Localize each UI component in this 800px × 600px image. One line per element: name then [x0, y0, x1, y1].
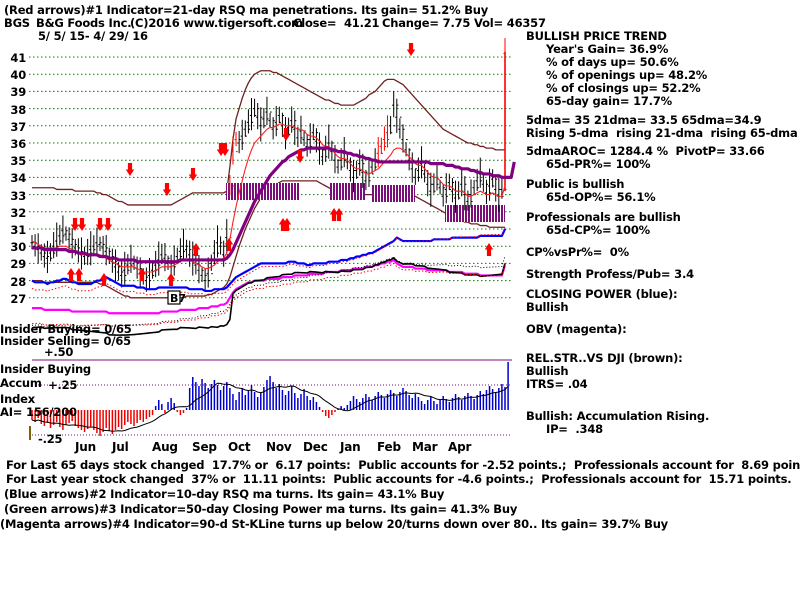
indicator-4-note: (Magenta arrows)#4 Indicator=90-d St-KLi… — [0, 517, 668, 531]
years-gain: Year's Gain= 36.9% — [546, 42, 669, 56]
company-name: B&G Foods Inc. — [36, 16, 132, 30]
closing-power-line — [31, 227, 507, 296]
price-bars — [30, 38, 507, 292]
y-axis-tick-30: 30 — [10, 240, 26, 255]
y-axis-tick-34: 34 — [10, 171, 26, 186]
accumulation-note: Bullish: Accumulation Rising. — [526, 409, 710, 423]
chart-svg: B7 — [29, 38, 516, 440]
public-sentiment: Public is bullish — [526, 177, 625, 191]
y-axis-tick-37: 37 — [10, 119, 26, 134]
openings-up: % of openings up= 48.2% — [546, 68, 708, 82]
month-label-aug: Aug — [152, 440, 178, 454]
op65-value: 65d-OP%= 56.1% — [546, 190, 656, 204]
aroc-pivot: 5dmaAROC= 1284.4 % PivotP= 33.66 — [526, 144, 765, 158]
y-axis-tick-38: 38 — [10, 102, 26, 117]
month-label-jul: Jul — [112, 440, 129, 454]
cp65-value: 65d-CP%= 100% — [546, 223, 650, 237]
accumulation-index-panel — [31, 359, 512, 436]
relative-strength-header: REL.STR..VS DJI (brown): — [526, 351, 683, 365]
footer-65day-summary: For Last 65 days stock changed 17.7% or … — [6, 458, 800, 472]
footer-year-summary: For Last year stock changed 37% or 11.11… — [6, 472, 792, 486]
month-label-apr: Apr — [448, 440, 472, 454]
copyright-notice: (C)2016 www.tigersoft.com — [130, 16, 303, 30]
ticker-symbol: BGS — [4, 16, 30, 30]
closing-power-header: CLOSING POWER (blue): — [526, 287, 678, 301]
obv-line — [31, 255, 507, 336]
month-label-jan: Jan — [340, 440, 361, 454]
y-axis-tick-36: 36 — [10, 137, 26, 151]
month-label-jun: Jun — [75, 440, 96, 454]
itrs-value: ITRS= .04 — [526, 377, 588, 391]
ip-value: IP= .348 — [546, 422, 603, 436]
price-chart-plot[interactable]: B7 — [0, 28, 520, 448]
y-axis-tick-28: 28 — [10, 274, 26, 289]
days-up: % of days up= 50.6% — [546, 55, 679, 69]
date-range: 5/ 5/ 15- 4/ 29/ 16 — [38, 29, 148, 43]
insider-buying-label-2: Insider Buying — [0, 362, 91, 376]
pr65-value: 65d-PR%= 100% — [546, 157, 651, 171]
change-and-volume: Change= 7.75 Vol= 46357 — [382, 16, 546, 30]
signal-arrows: B7 — [29, 43, 494, 440]
plus-twentyfive-label: +.25 — [48, 378, 78, 392]
y-axis-tick-39: 39 — [10, 85, 26, 100]
closing-power-value: Bullish — [526, 300, 569, 314]
y-axis-tick-31: 31 — [10, 223, 26, 237]
grid-lines — [29, 56, 512, 299]
dma-values: 5dma= 35 21dma= 33.5 65dma=34.9 — [526, 113, 762, 127]
plus-fifty-label: +.50 — [44, 345, 74, 359]
obv-header: OBV (magenta): — [526, 322, 627, 336]
moving-average-lines — [31, 123, 516, 273]
y-axis-tick-41: 41 — [10, 51, 26, 65]
month-label-feb: Feb — [377, 440, 401, 454]
month-label-nov: Nov — [266, 440, 292, 454]
month-label-sep: Sep — [192, 440, 217, 454]
strength-ratio: Strength Profess/Pub= 3.4 — [526, 267, 694, 281]
y-axis-tick-32: 32 — [10, 205, 26, 220]
month-label-mar: Mar — [412, 440, 438, 454]
y-axis-tick-33: 33 — [10, 188, 26, 203]
gain-65day: 65-day gain= 17.7% — [546, 94, 672, 108]
indicator-1-headline: (Red arrows)#1 Indicator=21-day RSQ ma p… — [4, 3, 489, 17]
minus-twentyfive-label: -.25 — [38, 432, 63, 446]
insider-buying-label: Insider Buying= 0/65 — [0, 322, 132, 336]
y-axis-tick-35: 35 — [10, 154, 26, 169]
month-label-dec: Dec — [303, 440, 328, 454]
accum-label: Accum — [0, 376, 42, 390]
indicator-2-note: (Blue arrows)#2 Indicator=10-day RSQ ma … — [4, 487, 445, 501]
indicator-3-note: (Green arrows)#3 Indicator=50-day Closin… — [4, 502, 518, 516]
ai-value-label: AI= 156/200 — [0, 405, 77, 419]
cp-vs-pr: CP%vsPr%= 0% — [526, 245, 629, 259]
insider-selling-label: Insider Selling= 0/65 — [0, 334, 131, 348]
trend-title: BULLISH PRICE TREND — [526, 29, 667, 43]
professional-sentiment: Professionals are bullish — [526, 210, 681, 224]
relative-strength-value: Bullish — [526, 364, 569, 378]
close-price: Close= 41.21 — [293, 16, 380, 30]
svg-text:B7: B7 — [170, 292, 186, 305]
accumulation-hatch-bands — [226, 183, 505, 222]
closings-up: % of closings up= 52.2% — [546, 81, 701, 95]
index-label: Index — [0, 392, 35, 406]
y-axis-tick-40: 40 — [10, 68, 26, 83]
y-axis-tick-27: 27 — [10, 291, 26, 306]
y-axis-tick-29: 29 — [10, 257, 26, 272]
month-label-oct: Oct — [228, 440, 251, 454]
rising-dma-line: Rising 5-dma rising 21-dma rising 65-dma — [526, 126, 798, 140]
